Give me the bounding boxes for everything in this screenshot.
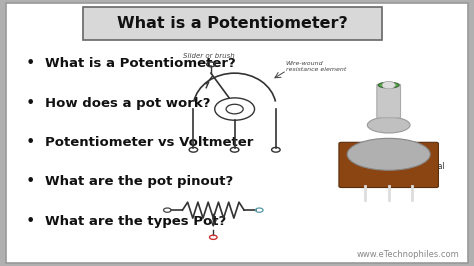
Text: What is a Potentiometer?: What is a Potentiometer?: [45, 57, 236, 70]
Text: •: •: [26, 56, 36, 71]
Text: What are the types Pot?: What are the types Pot?: [45, 215, 226, 228]
Text: Signal: Signal: [422, 162, 446, 171]
Ellipse shape: [378, 82, 399, 88]
Text: www.eTechnophiles.com: www.eTechnophiles.com: [357, 250, 460, 259]
Circle shape: [382, 81, 395, 89]
FancyBboxPatch shape: [377, 84, 401, 118]
Text: Potentiometer vs Voltmeter: Potentiometer vs Voltmeter: [45, 136, 254, 149]
Text: What is a Potentiometer?: What is a Potentiometer?: [117, 16, 347, 31]
FancyBboxPatch shape: [6, 3, 468, 263]
Text: •: •: [26, 214, 36, 229]
Text: Wire-wound
resistance element: Wire-wound resistance element: [286, 61, 346, 72]
Text: •: •: [26, 174, 36, 189]
Ellipse shape: [347, 138, 430, 170]
FancyBboxPatch shape: [339, 142, 438, 188]
Text: •: •: [26, 135, 36, 150]
Text: •: •: [26, 96, 36, 111]
FancyBboxPatch shape: [83, 7, 382, 40]
Text: What are the pot pinout?: What are the pot pinout?: [45, 176, 233, 188]
Ellipse shape: [367, 117, 410, 133]
Text: Slider or brush: Slider or brush: [182, 52, 235, 59]
Text: Vcc: Vcc: [422, 170, 435, 179]
Text: How does a pot work?: How does a pot work?: [45, 97, 210, 110]
Text: GND: GND: [422, 154, 439, 163]
